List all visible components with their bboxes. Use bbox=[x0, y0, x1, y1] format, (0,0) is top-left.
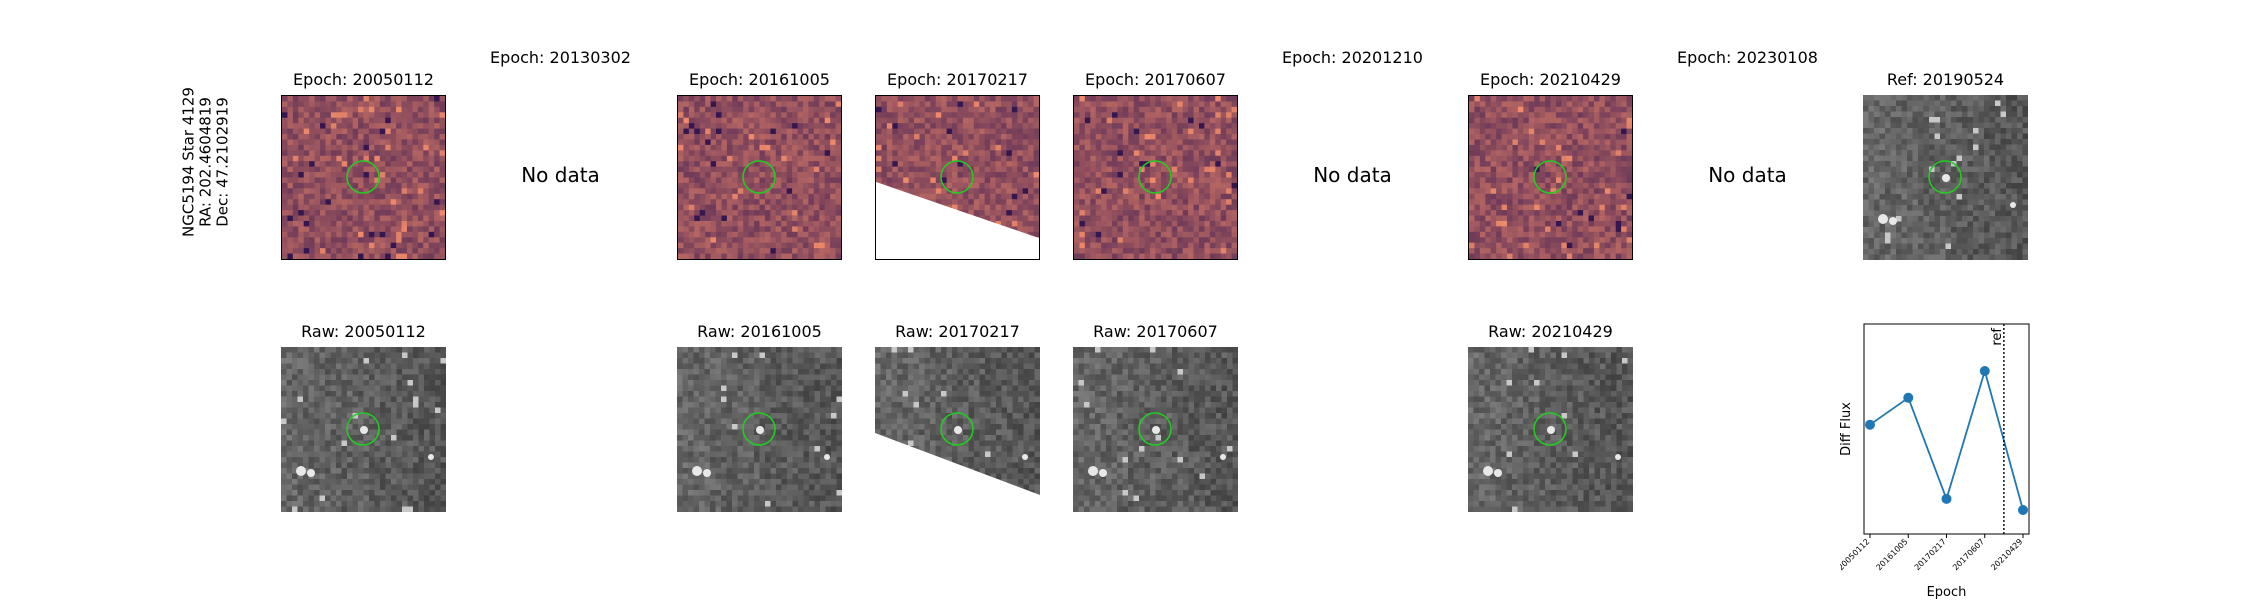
x-tick-label: 20050112 bbox=[1840, 537, 1871, 572]
star-spot bbox=[703, 469, 711, 477]
x-tick-label: 20210429 bbox=[1989, 537, 2024, 572]
x-axis-label: Epoch bbox=[1927, 585, 1967, 600]
diff-panel-3 bbox=[677, 95, 842, 260]
star-spot bbox=[1099, 469, 1107, 477]
data-point bbox=[1980, 366, 1990, 376]
pixel-grid bbox=[1469, 96, 1632, 259]
diff-title-3: Epoch: 20161005 bbox=[677, 70, 842, 89]
x-tick-label: 20170607 bbox=[1951, 537, 1986, 572]
x-tick-label: 20170217 bbox=[1913, 537, 1948, 572]
star-spot bbox=[428, 454, 434, 460]
diff-panel-5 bbox=[1073, 95, 1238, 260]
diff-title-4: Epoch: 20170217 bbox=[875, 70, 1040, 89]
data-point bbox=[2018, 505, 2028, 515]
star-spot bbox=[1494, 469, 1502, 477]
diff-title-6: Epoch: 20201210 bbox=[1270, 48, 1435, 67]
raw-title-7: Raw: 20210429 bbox=[1468, 322, 1633, 341]
diff-panel-1 bbox=[281, 95, 446, 260]
raw-panel-5 bbox=[1073, 347, 1238, 512]
star-spot bbox=[360, 426, 368, 434]
diff-title-1: Epoch: 20050112 bbox=[281, 70, 446, 89]
star-spot bbox=[1220, 454, 1226, 460]
star-spot bbox=[1088, 466, 1098, 476]
diff-panel-7 bbox=[1468, 95, 1633, 260]
star-spot bbox=[1942, 174, 1950, 182]
reference-label: ref bbox=[1990, 328, 2005, 346]
star-ra: RA: 202.4604819 bbox=[198, 62, 215, 262]
star-spot bbox=[307, 469, 315, 477]
diff-title-8: Epoch: 20230108 bbox=[1665, 48, 1830, 67]
star-info-label: NGC5194 Star 4129 RA: 202.4604819 Dec: 4… bbox=[181, 62, 232, 262]
data-point bbox=[1865, 420, 1875, 430]
raw-title-1: Raw: 20050112 bbox=[281, 322, 446, 341]
star-spot bbox=[296, 466, 306, 476]
raw-panel-4 bbox=[875, 347, 1040, 512]
star-spot bbox=[824, 454, 830, 460]
raw-title-3: Raw: 20161005 bbox=[677, 322, 842, 341]
pixel-grid bbox=[282, 96, 445, 259]
no-data-2: No data bbox=[478, 163, 643, 187]
y-axis-label: Diff Flux bbox=[1840, 402, 1854, 456]
star-name: NGC5194 Star 4129 bbox=[181, 62, 198, 262]
star-spot bbox=[1022, 454, 1028, 460]
raw-title-4: Raw: 20170217 bbox=[875, 322, 1040, 341]
diff-title-2: Epoch: 20130302 bbox=[478, 48, 643, 67]
star-spot bbox=[1547, 426, 1555, 434]
raw-panel-1 bbox=[281, 347, 446, 512]
star-spot bbox=[692, 466, 702, 476]
no-data-8: No data bbox=[1665, 163, 1830, 187]
ref-title: Ref: 20190524 bbox=[1863, 70, 2028, 89]
diff-title-5: Epoch: 20170607 bbox=[1073, 70, 1238, 89]
star-spot bbox=[1152, 426, 1160, 434]
diff-title-7: Epoch: 20210429 bbox=[1468, 70, 1633, 89]
pixel-grid bbox=[678, 96, 841, 259]
star-spot bbox=[756, 426, 764, 434]
raw-panel-3 bbox=[677, 347, 842, 512]
star-spot bbox=[1483, 466, 1493, 476]
no-data-6: No data bbox=[1270, 163, 1435, 187]
star-spot bbox=[2010, 202, 2016, 208]
x-tick-label: 20161005 bbox=[1875, 537, 1910, 572]
data-point bbox=[1942, 494, 1952, 504]
star-dec: Dec: 47.2102919 bbox=[215, 62, 232, 262]
star-spot bbox=[954, 426, 962, 434]
data-point bbox=[1903, 393, 1913, 403]
raw-panel-7 bbox=[1468, 347, 1633, 512]
pixel-grid bbox=[1074, 96, 1237, 259]
star-spot bbox=[1615, 454, 1621, 460]
diff-panel-4 bbox=[875, 95, 1040, 260]
raw-title-5: Raw: 20170607 bbox=[1073, 322, 1238, 341]
star-spot bbox=[1889, 217, 1897, 225]
star-spot bbox=[1878, 214, 1888, 224]
ref-panel bbox=[1863, 95, 2028, 260]
